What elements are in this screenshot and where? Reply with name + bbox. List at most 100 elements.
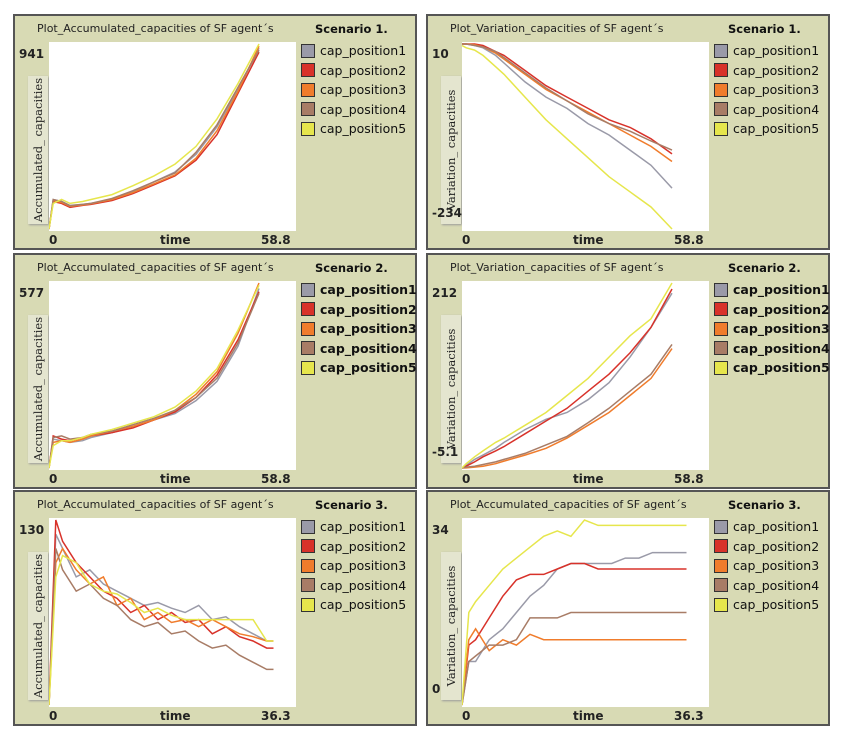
plot-svg: [462, 282, 673, 469]
plot-title: Plot_Variation_capacities of SF agent´s: [450, 261, 664, 274]
legend-label: cap_position1: [733, 43, 820, 59]
series-line-cap_position2: [49, 51, 260, 230]
y-axis-label: Variation_ capacities: [444, 565, 458, 687]
plot-area: [49, 281, 296, 470]
series-line-cap_position5: [462, 282, 673, 469]
legend-swatch: [301, 360, 315, 375]
legend-item: cap_position4: [714, 100, 819, 120]
legend-item: cap_position1: [301, 280, 417, 300]
legend-label: cap_position4: [733, 577, 820, 593]
legend-label: cap_position4: [320, 340, 417, 356]
plot-svg: [49, 282, 260, 469]
series-line-cap_position5: [462, 519, 687, 706]
y-max-label: 212: [432, 286, 458, 300]
legend: cap_position1 cap_position2 cap_position3 c…: [301, 41, 406, 139]
legend-item: cap_position1: [301, 517, 406, 537]
series-line-cap_position3: [49, 282, 260, 469]
legend-item: cap_position4: [301, 339, 417, 359]
x-min-label: 0: [49, 233, 58, 247]
legend: cap_position1 cap_position2 cap_position3 c…: [301, 280, 417, 378]
plot-svg: [49, 519, 274, 706]
plot-panel: Plot_Accumulated_capacities of SF agent´…: [13, 490, 417, 726]
plot-area: [49, 42, 296, 231]
legend-item: cap_position4: [714, 576, 819, 596]
series-line-cap_position2: [462, 288, 673, 469]
series-line-cap_position4: [49, 548, 274, 706]
x-axis-label: time: [160, 709, 191, 723]
legend-item: cap_position5: [714, 595, 819, 615]
legend-label: cap_position1: [733, 519, 820, 535]
legend-item: cap_position2: [714, 300, 830, 320]
legend-label: cap_position3: [320, 558, 407, 574]
legend-label: cap_position5: [733, 597, 820, 613]
scenario-label: Scenario 2.: [315, 261, 388, 275]
x-min-label: 0: [462, 709, 471, 723]
series-line-cap_position4: [462, 343, 673, 469]
scenario-label: Scenario 3.: [728, 498, 801, 512]
series-line-cap_position4: [462, 611, 687, 706]
series-line-cap_position5: [49, 43, 260, 230]
legend-swatch: [714, 43, 728, 58]
legend-swatch: [301, 82, 315, 97]
legend-label: cap_position2: [733, 301, 830, 317]
series-line-cap_position3: [49, 45, 260, 230]
legend-label: cap_position3: [733, 321, 830, 337]
legend-swatch: [714, 341, 728, 356]
y-axis-label-box: Variation_ capacities: [441, 552, 461, 700]
legend-swatch: [301, 597, 315, 612]
legend-item: cap_position5: [714, 119, 819, 139]
legend-item: cap_position4: [714, 339, 830, 359]
legend-item: cap_position3: [301, 319, 417, 339]
y-min-label: -5.1: [432, 445, 459, 459]
legend-label: cap_position4: [733, 340, 830, 356]
legend-swatch: [301, 539, 315, 554]
y-axis-label: Accumulated_ capacities: [31, 77, 45, 223]
scenario-label: Scenario 1.: [315, 22, 388, 36]
scenario-label: Scenario 3.: [315, 498, 388, 512]
y-min-label: -234: [432, 206, 463, 220]
y-max-label: 10: [432, 47, 449, 61]
plot-area: [462, 518, 709, 707]
legend-item: cap_position3: [301, 80, 406, 100]
legend-swatch: [714, 539, 728, 554]
legend-item: cap_position5: [301, 358, 417, 378]
legend-item: cap_position1: [714, 280, 830, 300]
x-axis-label: time: [573, 233, 604, 247]
x-max-label: 58.8: [261, 472, 291, 486]
y-axis-label-box: Variation_ capacities: [441, 76, 461, 224]
y-min-label: 0: [432, 682, 441, 696]
legend: cap_position1 cap_position2 cap_position3 c…: [714, 41, 819, 139]
legend-label: cap_position2: [320, 538, 407, 554]
x-max-label: 58.8: [674, 233, 704, 247]
plot-area: [49, 518, 296, 707]
y-axis-label: Accumulated_ capacities: [31, 316, 45, 462]
x-max-label: 58.8: [674, 472, 704, 486]
x-max-label: 36.3: [261, 709, 291, 723]
y-axis-label-box: Variation_ capacities: [441, 315, 461, 463]
plot-panel: Plot_Variation_capacities of SF agent´s S…: [426, 253, 830, 489]
plot-area: [462, 281, 709, 470]
y-axis-label-box: Accumulated_ capacities: [28, 315, 48, 463]
legend-item: cap_position4: [301, 100, 406, 120]
legend-label: cap_position4: [320, 577, 407, 593]
plot-panel: Plot_Accumulated_capacities of SF agent´…: [426, 490, 830, 726]
legend-item: cap_position3: [714, 556, 819, 576]
plot-title: Plot_Accumulated_capacities of SF agent´…: [37, 261, 274, 274]
legend-item: cap_position2: [301, 61, 406, 81]
series-line-cap_position2: [462, 43, 673, 155]
x-min-label: 0: [462, 233, 471, 247]
legend-item: cap_position5: [301, 119, 406, 139]
legend-label: cap_position2: [733, 538, 820, 554]
legend-label: cap_position3: [733, 558, 820, 574]
series-line-cap_position5: [49, 284, 260, 469]
plot-svg: [462, 43, 673, 230]
legend-swatch: [714, 578, 728, 593]
plot-svg: [462, 519, 687, 706]
plot-panel: Plot_Variation_capacities of SF agent´s S…: [426, 14, 830, 250]
plot-panel: Plot_Accumulated_capacities of SF agent´…: [13, 14, 417, 250]
series-line-cap_position2: [49, 291, 260, 469]
legend-item: cap_position4: [301, 576, 406, 596]
legend-label: cap_position5: [733, 121, 820, 137]
scenario-label: Scenario 2.: [728, 261, 801, 275]
